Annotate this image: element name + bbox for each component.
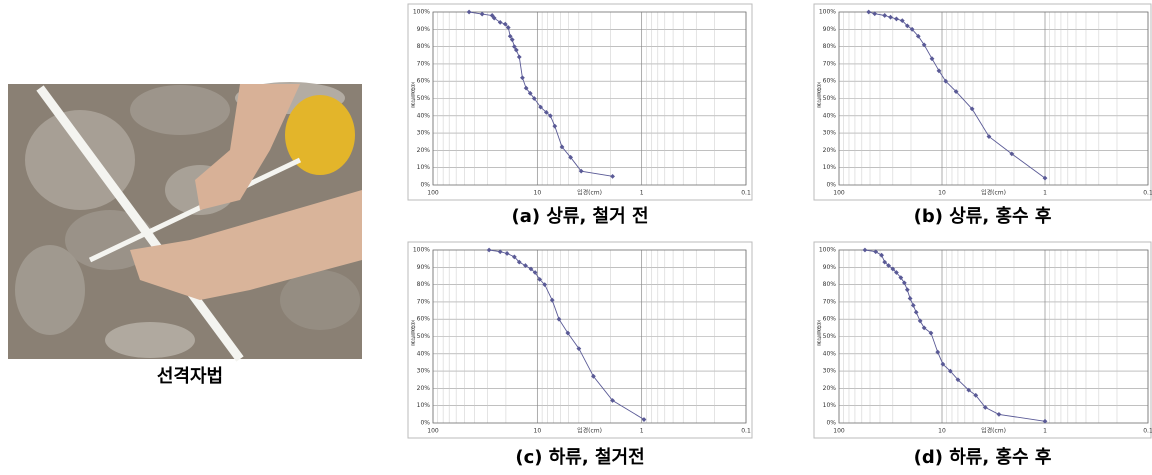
y-tick-label: 100%: [819, 247, 836, 254]
y-tick-label: 30%: [417, 368, 431, 375]
chart-title: (b) 상류, 홍수 후: [914, 205, 1052, 227]
y-tick-label: 10%: [417, 164, 431, 171]
stone: [130, 85, 230, 135]
x-tick-label: 0.1: [741, 190, 751, 197]
y-tick-label: 50%: [417, 333, 431, 340]
x-axis-label: 입경(cm): [981, 189, 1006, 197]
y-tick-label: 50%: [417, 95, 431, 102]
y-tick-label: 90%: [823, 264, 837, 271]
y-tick-label: 90%: [417, 26, 431, 33]
y-axis-label: 중량통과율: [410, 83, 416, 109]
y-tick-label: 60%: [417, 316, 431, 323]
y-tick-label: 60%: [417, 78, 431, 85]
x-tick-label: 1: [1043, 428, 1047, 435]
page: 선격자법 0%10%20%30%40%50%60%70%80%90%100%10…: [0, 0, 1152, 475]
chart-frame: [814, 4, 1151, 200]
y-tick-label: 70%: [823, 60, 837, 67]
y-tick-label: 20%: [823, 385, 837, 392]
chart-title: (a) 상류, 철거 전: [511, 206, 648, 227]
y-tick-label: 10%: [823, 402, 837, 409]
x-tick-label: 1: [640, 190, 644, 197]
stone: [280, 270, 360, 330]
y-tick-label: 20%: [417, 147, 431, 154]
x-tick-label: 0.1: [1143, 428, 1152, 435]
y-tick-label: 20%: [417, 385, 431, 392]
y-tick-label: 10%: [417, 402, 431, 409]
y-tick-label: 0%: [420, 182, 430, 189]
y-tick-label: 100%: [413, 247, 430, 254]
y-tick-label: 40%: [417, 112, 431, 119]
chart: 0% 10% 20% 30% 40% 50% 60% 70% 80% 90% 100% 100 10 1 0…: [814, 4, 1152, 227]
y-tick-label: 70%: [417, 298, 431, 305]
y-tick-label: 70%: [417, 60, 431, 67]
x-tick-label: 10: [534, 190, 542, 197]
photo-caption: 선격자법: [157, 366, 223, 387]
y-axis-label: 중량통과율: [816, 83, 822, 109]
photo: 선격자법: [8, 82, 362, 387]
x-tick-label: 10: [938, 428, 946, 435]
chart: 0% 10% 20% 30% 40% 50% 60% 70% 80% 90% 100% 100 10 1 0…: [408, 242, 752, 468]
y-tick-label: 50%: [823, 95, 837, 102]
y-tick-label: 10%: [823, 164, 837, 171]
y-tick-label: 0%: [826, 182, 836, 189]
x-tick-label: 10: [938, 190, 946, 197]
y-tick-label: 0%: [420, 420, 430, 427]
chart: 0% 10% 20% 30% 40% 50% 60% 70% 80% 90% 100% 100 10 1 0…: [814, 242, 1152, 468]
y-axis-label: 중량통과율: [816, 321, 822, 347]
stone: [105, 322, 195, 358]
x-tick-label: 1: [1043, 190, 1047, 197]
y-axis-label: 중량통과율: [410, 321, 416, 347]
x-tick-label: 0.1: [1143, 190, 1152, 197]
x-tick-label: 100: [833, 190, 845, 197]
y-tick-label: 40%: [823, 350, 837, 357]
y-tick-label: 30%: [823, 130, 837, 137]
stone: [15, 245, 85, 335]
x-tick-label: 100: [833, 428, 845, 435]
chart: 0% 10% 20% 30% 40% 50% 60% 70% 80% 90% 100% 100 10 1 0…: [408, 4, 752, 227]
y-tick-label: 30%: [417, 130, 431, 137]
y-tick-label: 40%: [823, 112, 837, 119]
chart-frame: [814, 242, 1151, 438]
y-tick-label: 80%: [417, 281, 431, 288]
y-tick-label: 70%: [823, 298, 837, 305]
x-tick-label: 0.1: [741, 428, 751, 435]
x-tick-label: 10: [534, 428, 542, 435]
y-tick-label: 80%: [823, 43, 837, 50]
x-axis-label: 입경(cm): [577, 189, 602, 197]
y-tick-label: 40%: [417, 350, 431, 357]
x-tick-label: 100: [427, 428, 439, 435]
y-tick-label: 100%: [819, 9, 836, 16]
chart-title: (d) 하류, 홍수 후: [914, 446, 1052, 468]
y-tick-label: 90%: [823, 26, 837, 33]
x-tick-label: 100: [427, 190, 439, 197]
x-axis-label: 입경(cm): [981, 427, 1006, 435]
y-tick-label: 80%: [823, 281, 837, 288]
y-tick-label: 20%: [823, 147, 837, 154]
chart-title: (c) 하류, 철거전: [515, 447, 644, 468]
figure: 선격자법 0%10%20%30%40%50%60%70%80%90%100%10…: [0, 0, 1152, 475]
y-tick-label: 80%: [417, 43, 431, 50]
y-tick-label: 60%: [823, 316, 837, 323]
y-tick-label: 100%: [413, 9, 430, 16]
x-axis-label: 입경(cm): [577, 427, 602, 435]
x-tick-label: 1: [640, 428, 644, 435]
y-tick-label: 0%: [826, 420, 836, 427]
y-tick-label: 50%: [823, 333, 837, 340]
chart-frame: [408, 242, 752, 438]
y-tick-label: 90%: [417, 264, 431, 271]
y-tick-label: 30%: [823, 368, 837, 375]
y-tick-label: 60%: [823, 78, 837, 85]
